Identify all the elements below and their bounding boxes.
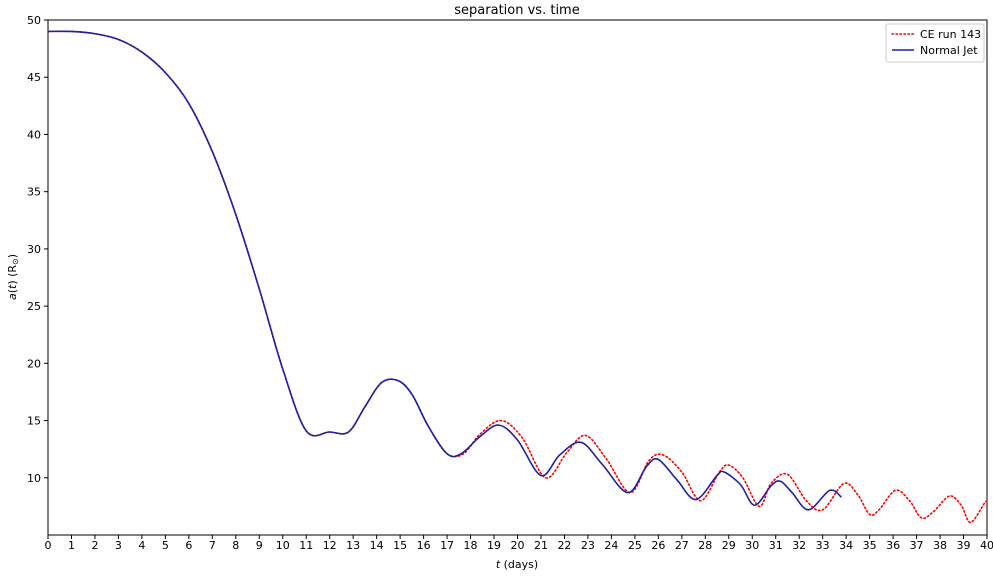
x-tick-label: 2: [91, 539, 98, 552]
x-tick-label: 16: [417, 539, 431, 552]
y-axis-ticks: 10 15 20 25 30 35 40 45 50: [27, 14, 48, 485]
y-tick-label: 10: [27, 472, 41, 485]
y-tick-label: 20: [27, 357, 41, 370]
y-tick-label: 45: [27, 71, 41, 84]
y-tick-label: 30: [27, 243, 41, 256]
y-tick-label: 40: [27, 128, 41, 141]
x-tick-label: 30: [745, 539, 759, 552]
x-tick-label: 20: [511, 539, 525, 552]
y-tick-label: 50: [27, 14, 41, 27]
x-tick-label: 13: [346, 539, 360, 552]
y-tick-label: 15: [27, 415, 41, 428]
x-tick-label: 9: [256, 539, 263, 552]
x-tick-label: 23: [581, 539, 595, 552]
y-axis-label-sun-subscript: ⊙: [11, 258, 20, 265]
x-tick-label: 10: [276, 539, 290, 552]
x-tick-label: 4: [138, 539, 145, 552]
x-tick-label: 22: [557, 539, 571, 552]
legend-label-normal-jet: Normal Jet: [920, 44, 978, 57]
x-tick-label: 25: [628, 539, 642, 552]
x-tick-label: 18: [464, 539, 478, 552]
x-tick-label: 39: [957, 539, 971, 552]
plot-frame: [48, 20, 987, 535]
x-tick-label: 28: [698, 539, 712, 552]
legend: CE run 143 Normal Jet: [886, 24, 984, 62]
x-tick-label: 1: [68, 539, 75, 552]
legend-label-ce-run-143: CE run 143: [920, 28, 981, 41]
y-axis-label: a(t) (R⊙): [6, 254, 20, 300]
x-tick-label: 27: [675, 539, 689, 552]
x-tick-label: 5: [162, 539, 169, 552]
y-axis-label-unit: ) (R: [6, 265, 19, 285]
x-tick-label: 38: [933, 539, 947, 552]
y-tick-label: 35: [27, 186, 41, 199]
x-tick-label: 3: [115, 539, 122, 552]
x-axis-label: t (days): [496, 558, 538, 571]
x-tick-label: 35: [863, 539, 877, 552]
x-axis-label-unit: (days): [500, 558, 538, 571]
x-tick-label: 40: [980, 539, 993, 552]
x-tick-label: 6: [185, 539, 192, 552]
x-tick-label: 11: [299, 539, 313, 552]
y-tick-label: 25: [27, 300, 41, 313]
series-layer: [48, 31, 987, 522]
chart-title: separation vs. time: [454, 3, 579, 18]
x-tick-label: 33: [816, 539, 830, 552]
x-tick-label: 12: [323, 539, 337, 552]
x-tick-label: 31: [769, 539, 783, 552]
x-tick-label: 19: [487, 539, 501, 552]
series-line-normal-jet: [48, 31, 841, 510]
x-tick-label: 36: [886, 539, 900, 552]
x-tick-label: 32: [792, 539, 806, 552]
x-tick-label: 7: [209, 539, 216, 552]
x-tick-label: 29: [722, 539, 736, 552]
x-tick-label: 26: [651, 539, 665, 552]
x-tick-label: 14: [370, 539, 384, 552]
x-tick-label: 15: [393, 539, 407, 552]
x-tick-label: 24: [604, 539, 618, 552]
plot-area: [48, 20, 987, 535]
x-tick-label: 37: [910, 539, 924, 552]
x-tick-label: 8: [232, 539, 239, 552]
x-tick-label: 21: [534, 539, 548, 552]
x-tick-label: 0: [45, 539, 52, 552]
y-axis-label-close: ): [6, 254, 19, 258]
x-tick-label: 34: [839, 539, 853, 552]
x-tick-label: 17: [440, 539, 454, 552]
